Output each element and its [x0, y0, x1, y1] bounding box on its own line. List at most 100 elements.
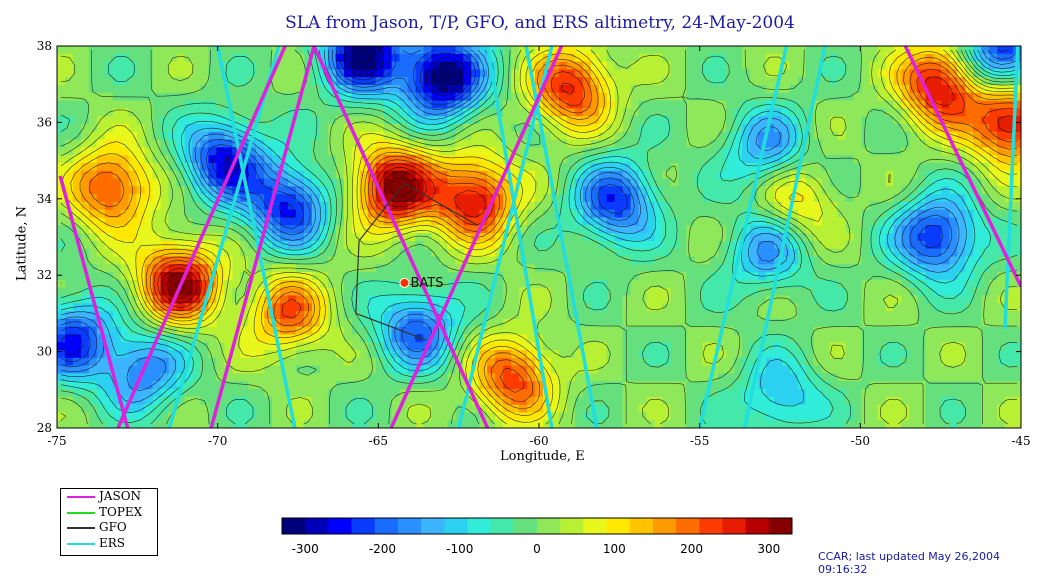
sla-cell: [981, 46, 990, 55]
sla-cell: [885, 318, 895, 328]
sla-cell: [702, 264, 711, 273]
sla-cell: [104, 217, 114, 226]
sla-cell: [710, 217, 719, 226]
sla-cell: [941, 318, 950, 328]
sla-cell: [566, 240, 576, 250]
sla-cell: [853, 147, 863, 156]
sla-cell: [479, 147, 488, 156]
sla-cell: [303, 46, 313, 55]
sla-cell: [80, 279, 90, 289]
sla-cell: [949, 264, 958, 273]
sla-cell: [208, 225, 217, 234]
sla-cell: [264, 240, 273, 250]
sla-cell: [487, 272, 496, 281]
sla-cell: [965, 295, 974, 304]
sla-cell: [359, 84, 369, 94]
sla-cell: [901, 350, 911, 359]
sla-cell: [718, 256, 727, 265]
sla-cell: [176, 334, 186, 343]
sla-cell: [917, 342, 926, 351]
sla-cell: [335, 69, 345, 78]
sla-cell: [415, 311, 425, 320]
sla-cell: [519, 170, 528, 180]
sla-cell: [184, 123, 194, 133]
sla-cell: [280, 311, 289, 320]
sla-cell: [176, 170, 186, 180]
sla-cell: [678, 311, 687, 320]
sla-cell: [80, 162, 90, 172]
sla-cell: [885, 240, 895, 250]
sla-cell: [957, 147, 966, 156]
sla-cell: [232, 77, 241, 86]
sla-cell: [511, 318, 520, 328]
sla-cell: [614, 77, 624, 86]
sla-cell: [766, 201, 775, 211]
sla-cell: [264, 61, 273, 70]
sla-cell: [439, 194, 448, 203]
sla-cell: [136, 123, 146, 133]
sla-cell: [766, 162, 775, 172]
sla-cell: [256, 69, 265, 78]
sla-cell: [128, 256, 138, 265]
sla-cell: [303, 194, 313, 203]
sla-cell: [941, 256, 950, 265]
sla-cell: [511, 279, 520, 289]
sla-cell: [702, 131, 711, 141]
sla-cell: [351, 272, 361, 281]
sla-cell: [917, 201, 926, 211]
sla-cell: [718, 46, 727, 55]
sla-cell: [837, 170, 847, 180]
sla-cell: [120, 46, 130, 55]
sla-cell: [885, 92, 895, 102]
sla-cell: [487, 279, 496, 289]
sla-cell: [598, 170, 608, 180]
sla-cell: [168, 162, 178, 172]
sla-cell: [471, 178, 480, 187]
sla-cell: [678, 342, 687, 351]
sla-cell: [383, 155, 393, 164]
sla-cell: [853, 69, 863, 78]
sla-cell: [742, 295, 751, 304]
sla-cell: [542, 287, 552, 297]
sla-cell: [582, 61, 592, 70]
sla-cell: [893, 311, 903, 320]
sla-cell: [646, 84, 656, 94]
sla-cell: [957, 287, 966, 297]
sla-cell: [686, 123, 695, 133]
sla-cell: [989, 342, 998, 351]
sla-cell: [1013, 240, 1021, 250]
sla-cell: [72, 303, 82, 312]
sla-cell: [582, 248, 592, 258]
sla-cell: [797, 256, 807, 265]
sla-cell: [558, 334, 568, 343]
sla-cell: [407, 357, 417, 367]
sla-cell: [415, 116, 425, 125]
sla-cell: [781, 139, 791, 148]
sla-cell: [240, 139, 249, 148]
sla-cell: [383, 357, 393, 367]
sla-cell: [112, 272, 122, 281]
sla-cell: [789, 46, 799, 55]
sla-cell: [303, 318, 313, 328]
sla-cell: [144, 69, 154, 78]
sla-cell: [622, 225, 632, 234]
sla-cell: [933, 295, 942, 304]
sla-cell: [925, 256, 934, 265]
sla-cell: [789, 311, 799, 320]
sla-cell: [542, 272, 552, 281]
sla-cell: [439, 155, 448, 164]
sla-cell: [789, 201, 799, 211]
sla-cell: [542, 170, 552, 180]
sla-cell: [208, 256, 217, 265]
sla-cell: [224, 287, 233, 297]
sla-cell: [319, 256, 329, 265]
sla-cell: [535, 61, 544, 70]
sla-cell: [797, 46, 807, 55]
sla-cell: [343, 162, 353, 172]
sla-cell: [503, 139, 512, 148]
sla-cell: [431, 272, 441, 281]
sla-cell: [184, 295, 194, 304]
sla-cell: [686, 46, 695, 55]
sla-cell: [224, 311, 233, 320]
sla-cell: [495, 209, 504, 219]
